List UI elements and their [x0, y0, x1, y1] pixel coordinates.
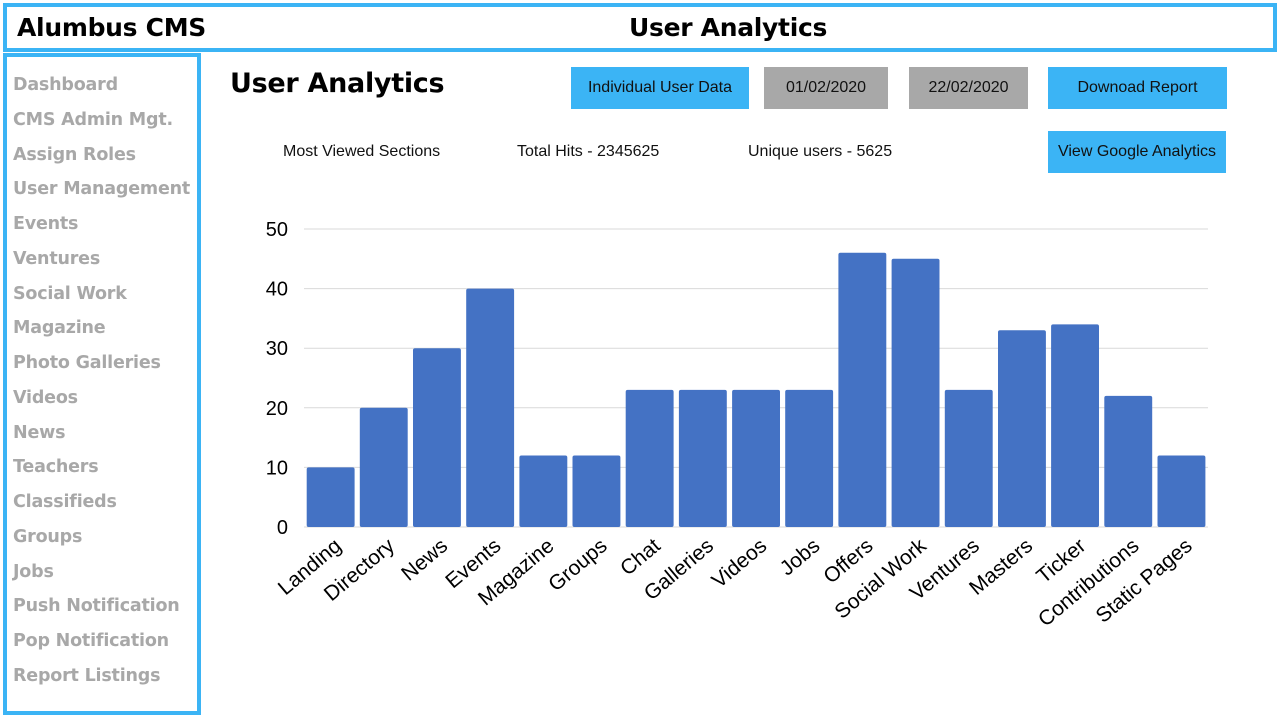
bar-directory	[359, 407, 408, 527]
bar-offers	[838, 252, 887, 528]
bar-ticker	[1051, 324, 1099, 527]
sidebar-item-pop-notification[interactable]: Pop Notification	[13, 631, 169, 651]
sidebar-item-classifieds[interactable]: Classifieds	[13, 492, 117, 512]
sidebar-item-social-work[interactable]: Social Work	[13, 284, 127, 304]
view-google-analytics-button[interactable]: View Google Analytics	[1048, 131, 1226, 173]
y-tick-label: 10	[266, 457, 288, 479]
bar-social-work	[891, 258, 940, 527]
bar-events	[466, 288, 515, 527]
x-tick-label: Videos	[708, 534, 772, 593]
sidebar-item-videos[interactable]: Videos	[13, 388, 78, 408]
total-hits-stat: Total Hits - 2345625	[517, 143, 660, 160]
bar-jobs	[785, 389, 834, 527]
sidebar-item-magazine[interactable]: Magazine	[13, 318, 106, 338]
individual-user-data-button[interactable]: Individual User Data	[571, 67, 749, 109]
top-header: Alumbus CMS User Analytics	[3, 3, 1277, 52]
bar-groups	[572, 455, 621, 527]
bar-videos	[732, 389, 780, 527]
sidebar-item-teachers[interactable]: Teachers	[13, 457, 99, 477]
bar-contributions	[1104, 395, 1153, 527]
y-tick-label: 0	[277, 517, 288, 539]
y-tick-label: 20	[266, 398, 288, 420]
most-viewed-sections-label: Most Viewed Sections	[283, 143, 441, 160]
x-tick-label: Groups	[544, 534, 612, 596]
bar-chat	[625, 389, 674, 527]
x-tick-label: Jobs	[776, 534, 825, 580]
bar-masters	[998, 330, 1046, 527]
sidebar-item-assign-roles[interactable]: Assign Roles	[13, 145, 136, 165]
sidebar: Dashboard CMS Admin Mgt. Assign Roles Us…	[3, 53, 201, 715]
date-to-field[interactable]: 22/02/2020	[909, 67, 1028, 109]
sidebar-item-push-notification[interactable]: Push Notification	[13, 596, 180, 616]
sidebar-item-cms-admin-mgt[interactable]: CMS Admin Mgt.	[13, 110, 173, 130]
y-tick-label: 50	[266, 219, 288, 241]
y-tick-label: 40	[266, 279, 288, 301]
sidebar-item-dashboard[interactable]: Dashboard	[13, 75, 118, 95]
unique-users-stat: Unique users - 5625	[748, 143, 893, 160]
sidebar-item-user-management[interactable]: User Management	[13, 179, 191, 199]
bar-ventures	[944, 389, 993, 527]
y-tick-label: 30	[266, 338, 288, 360]
bar-static-pages	[1157, 455, 1206, 527]
download-report-button[interactable]: Downoad Report	[1048, 67, 1227, 109]
sidebar-item-news[interactable]: News	[13, 423, 66, 443]
sidebar-item-report-listings[interactable]: Report Listings	[13, 666, 161, 686]
bar-magazine	[519, 455, 568, 527]
header-title: User Analytics	[629, 13, 828, 42]
sidebar-item-ventures[interactable]: Ventures	[13, 249, 101, 269]
date-from-field[interactable]: 01/02/2020	[764, 67, 888, 109]
sidebar-item-photo-galleries[interactable]: Photo Galleries	[13, 353, 161, 373]
sidebar-item-groups[interactable]: Groups	[13, 527, 83, 547]
bar-landing	[306, 467, 355, 527]
brand-logo-text: Alumbus CMS	[17, 13, 206, 42]
sidebar-item-jobs[interactable]: Jobs	[13, 562, 54, 582]
bar-news	[413, 348, 461, 527]
sidebar-item-events[interactable]: Events	[13, 214, 79, 234]
bar-galleries	[678, 389, 727, 527]
page-title: User Analytics	[230, 68, 445, 99]
